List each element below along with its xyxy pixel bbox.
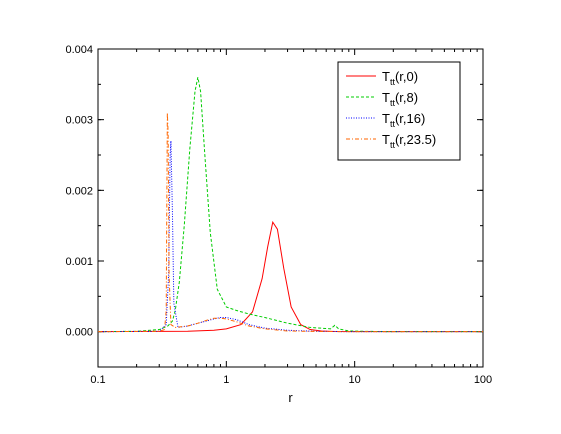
x-tick-label: 10 [349,374,361,386]
y-tick-label: 0.000 [65,327,93,339]
legend-label-3: Ttt(r,16) [382,111,425,129]
legend-label-args: (r,0) [395,69,418,84]
legend-label-1: Ttt(r,0) [382,69,418,87]
legend-label-subscript: tt [390,119,396,129]
legend-label-main: T [382,132,390,147]
legend-label-main: T [382,69,390,84]
legend-label-main: T [382,90,390,105]
plot-frame [97,48,484,368]
legend-label-args: (r,23.5) [395,132,436,147]
series-line-3 [97,140,483,333]
series-line-2 [97,77,483,333]
legend: Ttt(r,0)Ttt(r,8)Ttt(r,16)Ttt(r,23.5) [337,61,461,161]
legend-label-subscript: tt [390,98,396,108]
series-line-4 [97,112,483,333]
axis-tick-labels: 0.1 1 10 100 0.000 0.001 0.002 0.003 0.004 [65,44,492,386]
y-tick-label: 0.002 [65,185,93,197]
series-lines [97,77,483,333]
axis-ticks [97,48,484,368]
x-axis-title: r [288,390,293,405]
legend-label-subscript: tt [390,77,396,87]
legend-label-subscript: tt [390,140,396,150]
legend-label-args: (r,16) [395,111,425,126]
legend-box [337,61,461,161]
y-tick-label: 0.001 [65,256,93,268]
legend-label-args: (r,8) [395,90,418,105]
series-line-1 [97,220,483,333]
x-tick-label: 100 [474,374,492,386]
y-tick-label: 0.003 [65,115,93,127]
legend-label-2: Ttt(r,8) [382,90,418,108]
y-tick-label: 0.004 [65,44,93,56]
legend-label-main: T [382,111,390,126]
x-tick-label: 0.1 [90,374,105,386]
plot-border [97,48,484,368]
legend-label-4: Ttt(r,23.5) [382,132,436,150]
x-tick-label: 1 [223,374,229,386]
